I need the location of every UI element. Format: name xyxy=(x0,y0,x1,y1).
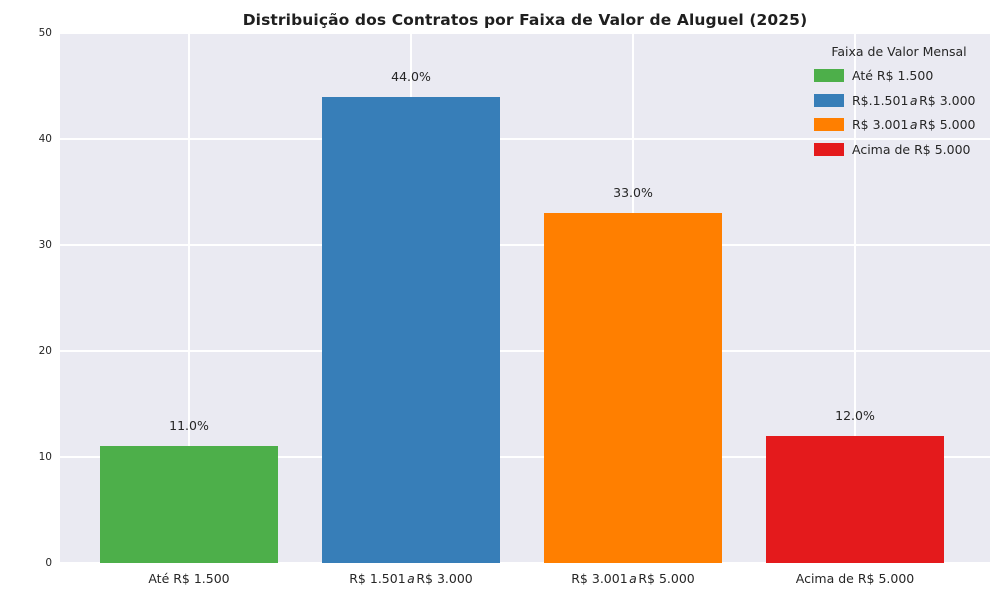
gridline-vertical xyxy=(854,33,856,563)
legend-entry-label: Até R$ 1.500 xyxy=(852,68,933,83)
y-tick-label: 40 xyxy=(38,133,52,145)
gridline-vertical xyxy=(188,33,190,563)
text-segment: R$.1.501 xyxy=(852,92,909,108)
gridline-horizontal xyxy=(60,456,990,458)
bar-2 xyxy=(322,96,500,563)
bar-4 xyxy=(766,435,944,563)
bar-value-label: 12.0% xyxy=(835,407,875,423)
gridline-horizontal xyxy=(60,138,990,140)
legend-swatch-icon xyxy=(814,118,844,131)
gridline-horizontal xyxy=(60,32,990,34)
text-segment: R$ 3.001 xyxy=(852,117,909,132)
legend-swatch-icon xyxy=(814,93,844,107)
legend-entry: R$.1.501 a R$ 3.000 xyxy=(808,93,990,108)
y-tick-label: 10 xyxy=(38,451,52,463)
x-tick-label: R$ 3.001 a R$ 5.000 xyxy=(483,571,783,586)
bar-value-label: 44.0% xyxy=(391,68,431,84)
gridline-horizontal xyxy=(60,562,990,564)
bar-1 xyxy=(100,446,278,563)
x-tick-label: Até R$ 1.500 xyxy=(39,571,339,586)
legend-entries: Até R$ 1.500 R$.1.501 a R$ 3.000 R$ 3.001 a R$… xyxy=(808,68,990,157)
legend-entry: Até R$ 1.500 xyxy=(808,68,990,83)
text-segment: Até R$ 1.500 xyxy=(148,571,230,586)
legend-title: Faixa de Valor Mensal xyxy=(831,44,967,59)
bar-3 xyxy=(544,213,722,563)
x-tick-label: Acima de R$ 5.000 xyxy=(705,571,1000,586)
y-tick-label: 30 xyxy=(38,239,52,251)
text-segment: Acima de R$ 5.000 xyxy=(795,571,915,586)
y-tick-label: 50 xyxy=(38,27,52,39)
legend-entry-label: R$.1.501 a R$ 3.000 xyxy=(852,93,975,108)
text-segment: R$ 3.001 xyxy=(571,571,628,586)
math-italic-segment: a xyxy=(407,571,415,586)
text-segment: R$ 3.000 xyxy=(416,571,473,586)
math-italic-segment: a xyxy=(909,92,918,108)
legend-entry: Acima de R$ 5.000 xyxy=(808,142,990,157)
legend-swatch-icon xyxy=(814,142,844,156)
x-tick-label: R$ 1.501 a R$ 3.000 xyxy=(261,571,561,586)
text-segment: R$ 3.000 xyxy=(919,92,976,108)
text-segment: R$ 5.000 xyxy=(919,117,976,132)
legend-entry-label: Acima de R$ 5.000 xyxy=(852,142,970,157)
legend-entry: R$ 3.001 a R$ 5.000 xyxy=(808,117,990,132)
y-tick-label: 20 xyxy=(38,345,52,357)
text-segment: Até R$ 1.500 xyxy=(852,68,934,83)
bar-value-label: 11.0% xyxy=(169,418,209,434)
y-tick-label: 0 xyxy=(45,557,52,569)
math-italic-segment: a xyxy=(629,571,637,586)
chart-title: Distribuição dos Contratos por Faixa de … xyxy=(242,11,808,29)
gridline-horizontal xyxy=(60,244,990,246)
legend: Faixa de Valor Mensal Até R$ 1.500 R$.1.5… xyxy=(808,44,990,166)
legend-swatch-icon xyxy=(814,69,844,82)
text-segment: R$ 1.501 xyxy=(349,571,406,586)
text-segment: Acima de R$ 5.000 xyxy=(852,141,971,157)
gridline-horizontal xyxy=(60,350,990,352)
bar-value-label: 33.0% xyxy=(613,185,653,201)
math-italic-segment: a xyxy=(909,117,918,132)
text-segment: R$ 5.000 xyxy=(638,571,695,586)
legend-entry-label: R$ 3.001 a R$ 5.000 xyxy=(852,117,975,132)
